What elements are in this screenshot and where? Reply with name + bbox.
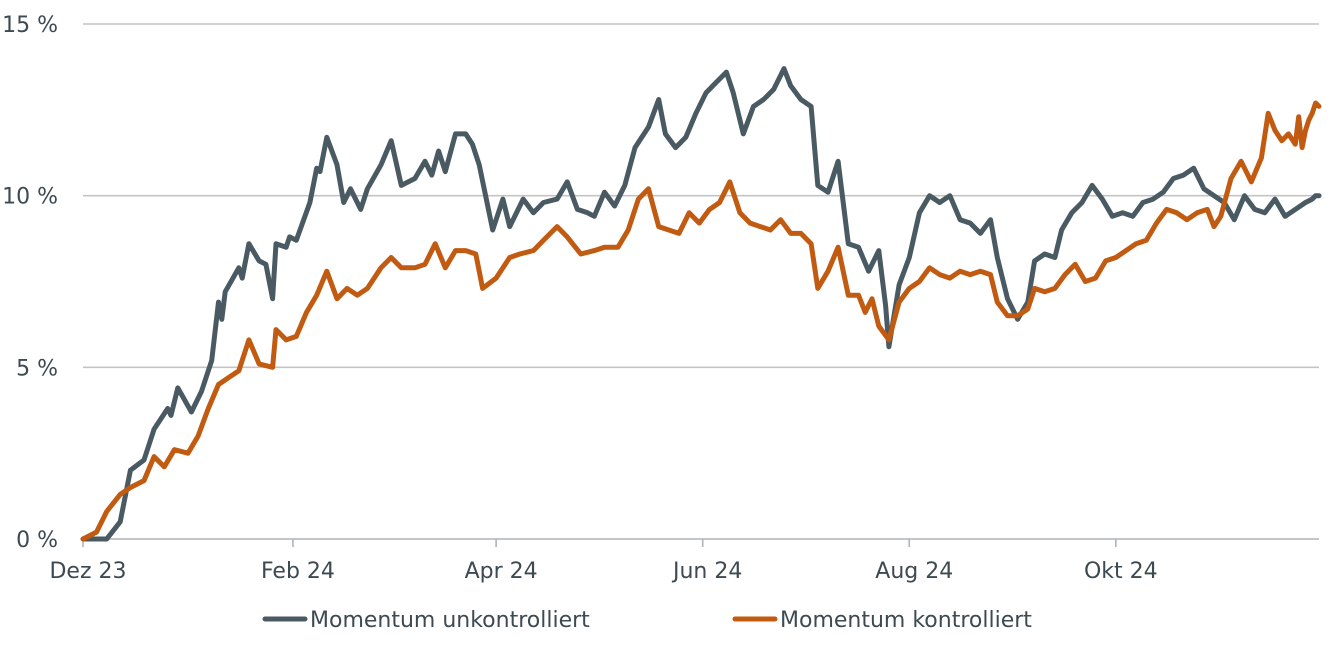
x-axis-ticks: Dez 23 Feb 24 Apr 24 Jun 24 Aug 24 Okt 24: [49, 539, 1158, 584]
grid-lines: [83, 23, 1319, 540]
y-tick-label: 5 %: [16, 356, 58, 381]
x-tick-label: Okt 24: [1084, 559, 1158, 584]
y-tick-label: 15 %: [2, 13, 58, 38]
x-tick-label: Dez 23: [49, 559, 126, 584]
legend: Momentum unkontrolliert Momentum kontroll…: [262, 608, 1032, 633]
y-axis-tick-labels: 0 % 5 % 10 % 15 %: [2, 13, 58, 553]
x-tick-label: Aug 24: [875, 559, 953, 584]
y-tick-label: 0 %: [16, 528, 58, 553]
x-tick-label: Feb 24: [261, 559, 335, 584]
x-tick-label: Jun 24: [671, 559, 742, 584]
x-tick-label: Apr 24: [465, 559, 538, 584]
series-line-1: [80, 66, 1322, 542]
legend-label-2: Momentum kontrolliert: [780, 608, 1032, 633]
y-tick-label: 10 %: [2, 185, 58, 210]
series-lines: [80, 66, 1322, 542]
series-line-2: [80, 100, 1322, 542]
legend-label-1: Momentum unkontrolliert: [310, 608, 590, 633]
